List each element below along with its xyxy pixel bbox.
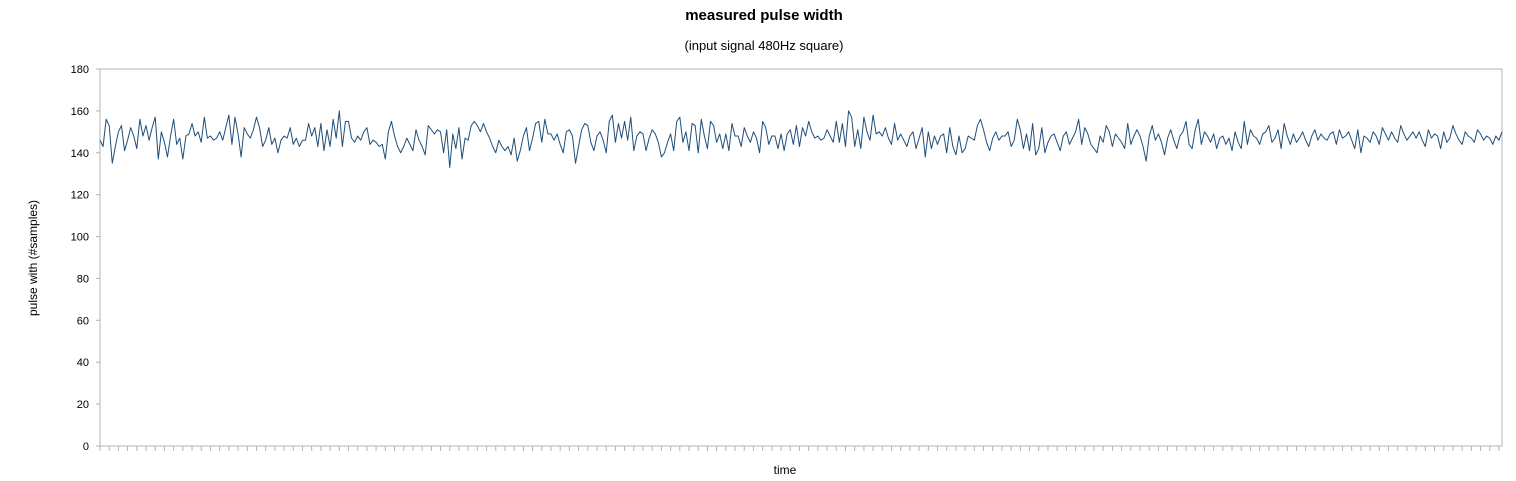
chart-subtitle: (input signal 480Hz square) xyxy=(685,38,844,53)
x-axis-label: time xyxy=(774,463,797,477)
y-tick-label: 160 xyxy=(71,106,89,118)
series-layer xyxy=(99,110,1503,168)
plot-area xyxy=(99,68,1503,447)
y-tick-label: 0 xyxy=(83,441,89,453)
x-axis xyxy=(99,446,1500,451)
y-tick-label: 140 xyxy=(71,148,89,160)
y-tick-label: 180 xyxy=(71,64,89,76)
y-tick-label: 40 xyxy=(77,357,89,369)
y-axis-label: pulse with (#samples) xyxy=(26,200,40,316)
y-tick-label: 80 xyxy=(77,273,89,285)
y-tick-label: 60 xyxy=(77,315,89,327)
chart-title: measured pulse width xyxy=(685,7,843,24)
y-tick-label: 100 xyxy=(71,232,89,244)
series-line xyxy=(99,110,1503,168)
y-tick-label: 120 xyxy=(71,190,89,202)
y-axis: 0 20 40 60 80 100 120 140 160 180 xyxy=(71,64,100,453)
y-tick-label: 20 xyxy=(77,399,89,411)
